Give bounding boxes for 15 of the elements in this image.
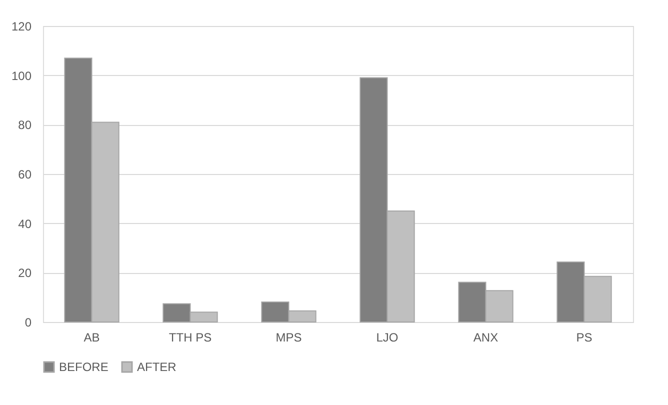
- legend-label: BEFORE: [59, 360, 108, 374]
- y-tick-label: 40: [18, 216, 32, 231]
- y-tick-label: 100: [11, 68, 32, 83]
- x-tick-label: TTH PS: [168, 330, 212, 344]
- x-tick-label: AB: [84, 330, 100, 344]
- x-tick-label: LJO: [376, 330, 398, 344]
- x-tick-label: PS: [576, 330, 592, 344]
- x-tick-label: ANX: [473, 330, 498, 344]
- y-tick-label: 60: [18, 168, 32, 182]
- x-tick-label: MPS: [276, 330, 302, 344]
- y-tick-label: 0: [24, 316, 32, 330]
- legend-label: AFTER: [137, 360, 177, 374]
- y-tick-label: 120: [11, 20, 32, 34]
- y-tick-label: 80: [18, 118, 32, 132]
- y-tick-label: 20: [18, 266, 32, 280]
